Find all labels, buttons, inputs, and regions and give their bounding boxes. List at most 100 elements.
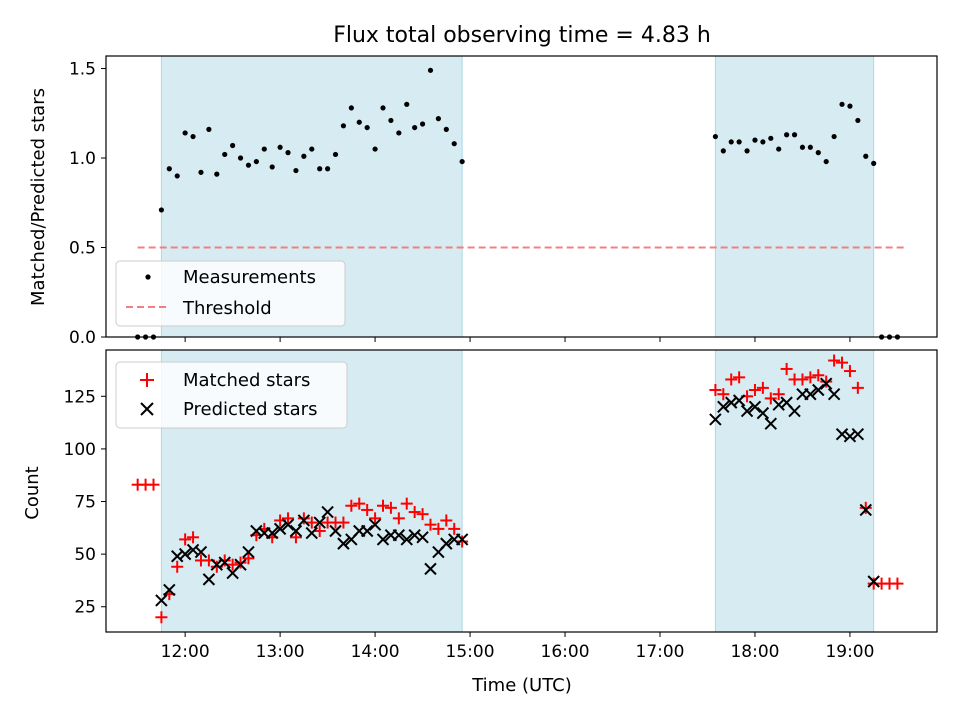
predicted-star-point — [851, 427, 865, 441]
predicted-star-point — [289, 524, 303, 538]
matched-star-point — [717, 388, 730, 401]
predicted-star-point — [273, 522, 287, 536]
predicted-star-point — [210, 558, 224, 571]
measurement-point — [831, 133, 837, 140]
measurement-point — [728, 139, 734, 145]
measurement-point — [198, 169, 204, 175]
measurement-point — [791, 132, 798, 138]
matched-star-point — [282, 512, 295, 525]
measurement-point — [388, 117, 394, 124]
matched-star-point — [851, 381, 864, 394]
predicted-star-point — [827, 387, 841, 401]
measurement-point — [736, 139, 742, 145]
matched-star-point — [725, 373, 738, 386]
measurement-point — [720, 148, 726, 154]
matched-star-point — [448, 522, 461, 535]
measurement-point — [451, 141, 457, 147]
matched-star-point — [836, 356, 849, 369]
measurement-point — [285, 150, 291, 156]
measurement-point — [404, 101, 410, 107]
matched-star-point — [764, 392, 777, 405]
matched-star-point — [392, 512, 405, 525]
predicted-star-point — [756, 406, 770, 420]
predicted-star-point — [717, 400, 730, 414]
matched-star-point — [408, 506, 421, 519]
predicted-star-point — [400, 533, 413, 546]
matched-star-point — [820, 375, 833, 388]
bottom-axes-frame — [105, 349, 938, 633]
measurement-point — [332, 151, 339, 158]
matched-star-point — [432, 522, 445, 535]
legend-measurements-label: Measurements — [183, 267, 316, 288]
y-tick-label: 0.0 — [69, 328, 96, 348]
predicted-star-point — [819, 377, 833, 390]
top-legend: Measurements Threshold — [115, 260, 346, 327]
predicted-star-point — [337, 537, 350, 550]
measurement-point — [206, 126, 212, 132]
chart-title: Flux total observing time = 4.83 h — [333, 23, 711, 48]
measurement-point — [309, 146, 315, 152]
predicted-star-point — [416, 531, 429, 544]
measurement-point — [712, 133, 719, 140]
matched-star-point — [361, 503, 374, 516]
measurement-point — [871, 160, 877, 166]
legend-measurements-marker — [145, 274, 151, 280]
matched-star-point — [297, 512, 310, 525]
measurement-point — [855, 117, 861, 124]
top-x-axis-ticks — [184, 337, 851, 342]
predicted-star-point — [234, 558, 247, 571]
measurement-point — [277, 144, 283, 150]
predicted-star-point — [242, 545, 255, 559]
measurement-point — [269, 164, 275, 170]
measurement-point — [459, 158, 465, 165]
matched-star-point — [709, 383, 722, 396]
predicted-star-point — [305, 526, 318, 540]
measurement-point — [301, 153, 307, 159]
matched-star-point — [289, 531, 302, 544]
predicted-star-point — [392, 528, 406, 542]
measurement-point — [237, 155, 244, 161]
matched-star-point — [748, 383, 761, 396]
matched-star-point — [242, 552, 255, 565]
matched-star-point — [313, 524, 326, 537]
predicted-star-point — [732, 394, 746, 407]
measurement-point — [340, 123, 347, 129]
matched-star-point — [772, 388, 785, 401]
measurement-point — [182, 130, 188, 136]
matched-star-point — [384, 501, 397, 514]
matched-star-point — [780, 362, 793, 375]
matched-star-point — [147, 478, 160, 491]
predicted-star-point — [329, 524, 342, 538]
y-tick-label: 75 — [74, 493, 96, 513]
x-tick-label: 16:00 — [541, 642, 590, 662]
top-y-axis-label: Matched/Predicted stars — [28, 88, 49, 306]
predicted-star-point — [313, 516, 326, 529]
predicted-star-point — [265, 526, 279, 540]
matched-star-point — [305, 516, 318, 529]
bottom-y-axis: 25 50 75 100 125 — [64, 387, 106, 618]
matched-star-point — [353, 497, 366, 510]
matched-star-point — [155, 611, 168, 624]
measurement-point — [427, 67, 434, 73]
matched-star-point — [812, 369, 825, 382]
matched-star-point — [859, 501, 872, 514]
measurement-point — [356, 119, 362, 125]
matched-star-point — [456, 535, 469, 548]
y-tick-label: 25 — [74, 598, 96, 618]
predicted-star-point — [748, 400, 762, 414]
predicted-star-point — [804, 387, 817, 401]
measurement-point — [230, 142, 236, 149]
measurement-point — [317, 166, 323, 172]
bottom-panel: 25 50 75 100 125 12:00 13:00 14:00 15:00 16:00 17… — [22, 349, 938, 696]
measurement-point — [807, 144, 813, 150]
legend-predicted-label: Predicted stars — [183, 399, 317, 420]
matched-star-point — [377, 499, 389, 512]
predicted-star-point — [281, 518, 295, 531]
x-tick-label: 18:00 — [730, 642, 779, 662]
matched-star-point — [843, 365, 856, 378]
measurement-point — [253, 158, 259, 165]
y-tick-label: 100 — [64, 440, 96, 460]
predicted-star-point — [740, 404, 754, 418]
bottom-x-axis: 12:00 13:00 14:00 15:00 16:00 17:00 18:00 19:00 — [161, 632, 874, 662]
